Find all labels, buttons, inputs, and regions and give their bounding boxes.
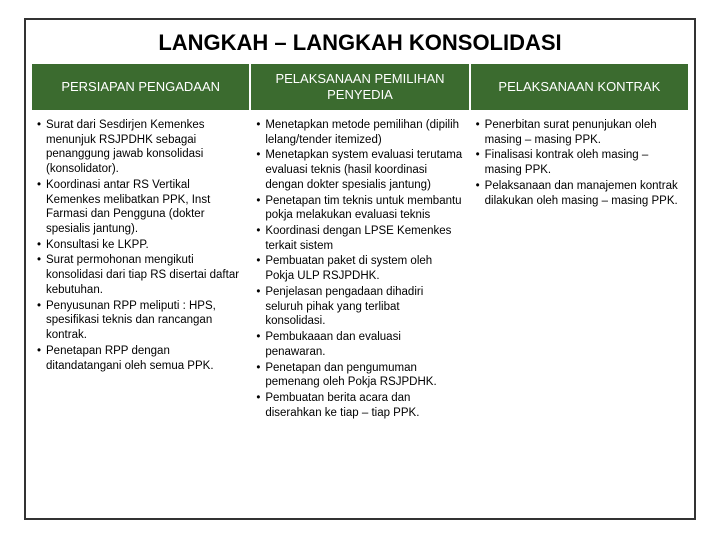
bullet-icon: • (255, 254, 265, 283)
item-text: Menetapkan metode pemilihan (dipilih lel… (265, 118, 464, 147)
list-item: •Penyusunan RPP meliputi : HPS, spesifik… (36, 299, 245, 343)
bullet-icon: • (255, 194, 265, 223)
slide-title: LANGKAH – LANGKAH KONSOLIDASI (26, 20, 694, 64)
bullet-icon: • (36, 178, 46, 237)
header-persiapan: PERSIAPAN PENGADAAN (32, 64, 249, 110)
list-item: •Koordinasi antar RS Vertikal Kemenkes m… (36, 178, 245, 237)
item-text: Penjelasan pengadaan dihadiri seluruh pi… (265, 285, 464, 329)
bullet-icon: • (255, 361, 265, 390)
header-kontrak: PELAKSANAAN KONTRAK (471, 64, 688, 110)
list-item: •Penetapan dan pengumuman pemenang oleh … (255, 361, 464, 390)
item-text: Koordinasi dengan LPSE Kemenkes terkait … (265, 224, 464, 253)
content-pemilihan: •Menetapkan metode pemilihan (dipilih le… (251, 116, 468, 420)
list-item: •Pelaksanaan dan manajemen kontrak dilak… (475, 179, 684, 208)
item-text: Menetapkan system evaluasi terutama eval… (265, 148, 464, 192)
header-pemilihan: PELAKSANAAN PEMILIHAN PENYEDIA (251, 64, 468, 110)
list-item: •Finalisasi kontrak oleh masing – masing… (475, 148, 684, 177)
bullet-icon: • (255, 330, 265, 359)
bullet-icon: • (255, 118, 265, 147)
item-text: Konsultasi ke LKPP. (46, 238, 245, 253)
bullet-icon: • (475, 148, 485, 177)
columns-row: PERSIAPAN PENGADAAN •Surat dari Sesdirje… (26, 64, 694, 421)
content-persiapan: •Surat dari Sesdirjen Kemenkes menunjuk … (32, 116, 249, 373)
bullet-icon: • (255, 285, 265, 329)
item-text: Penetapan tim teknis untuk membantu pokj… (265, 194, 464, 223)
bullet-icon: • (255, 224, 265, 253)
list-item: •Pembuatan berita acara dan diserahkan k… (255, 391, 464, 420)
list-item: •Penetapan tim teknis untuk membantu pok… (255, 194, 464, 223)
item-text: Koordinasi antar RS Vertikal Kemenkes me… (46, 178, 245, 237)
list-item: •Pembuatan paket di system oleh Pokja UL… (255, 254, 464, 283)
item-text: Pembuatan berita acara dan diserahkan ke… (265, 391, 464, 420)
column-pemilihan: PELAKSANAAN PEMILIHAN PENYEDIA •Menetapk… (251, 64, 468, 421)
content-kontrak: •Penerbitan surat penunjukan oleh masing… (471, 116, 688, 208)
bullet-icon: • (36, 118, 46, 177)
bullet-icon: • (255, 148, 265, 192)
slide-frame: LANGKAH – LANGKAH KONSOLIDASI PERSIAPAN … (24, 18, 696, 520)
bullet-icon: • (475, 118, 485, 147)
list-item: •Koordinasi dengan LPSE Kemenkes terkait… (255, 224, 464, 253)
list-item: •Penerbitan surat penunjukan oleh masing… (475, 118, 684, 147)
item-text: Finalisasi kontrak oleh masing – masing … (485, 148, 684, 177)
list-item: •Menetapkan system evaluasi terutama eva… (255, 148, 464, 192)
bullet-icon: • (36, 253, 46, 297)
item-text: Surat dari Sesdirjen Kemenkes menunjuk R… (46, 118, 245, 177)
item-text: Pelaksanaan dan manajemen kontrak dilaku… (485, 179, 684, 208)
list-item: •Menetapkan metode pemilihan (dipilih le… (255, 118, 464, 147)
bullet-icon: • (36, 238, 46, 253)
bullet-icon: • (255, 391, 265, 420)
item-text: Surat permohonan mengikuti konsolidasi d… (46, 253, 245, 297)
list-item: •Konsultasi ke LKPP. (36, 238, 245, 253)
bullet-icon: • (475, 179, 485, 208)
bullet-icon: • (36, 344, 46, 373)
list-item: •Surat dari Sesdirjen Kemenkes menunjuk … (36, 118, 245, 177)
item-text: Pembuatan paket di system oleh Pokja ULP… (265, 254, 464, 283)
item-text: Penerbitan surat penunjukan oleh masing … (485, 118, 684, 147)
item-text: Penetapan dan pengumuman pemenang oleh P… (265, 361, 464, 390)
list-item: •Surat permohonan mengikuti konsolidasi … (36, 253, 245, 297)
item-text: Pembukaaan dan evaluasi penawaran. (265, 330, 464, 359)
item-text: Penyusunan RPP meliputi : HPS, spesifika… (46, 299, 245, 343)
list-item: •Penjelasan pengadaan dihadiri seluruh p… (255, 285, 464, 329)
list-item: •Pembukaaan dan evaluasi penawaran. (255, 330, 464, 359)
bullet-icon: • (36, 299, 46, 343)
column-kontrak: PELAKSANAAN KONTRAK •Penerbitan surat pe… (471, 64, 688, 421)
list-item: •Penetapan RPP dengan ditandatangani ole… (36, 344, 245, 373)
item-text: Penetapan RPP dengan ditandatangani oleh… (46, 344, 245, 373)
column-persiapan: PERSIAPAN PENGADAAN •Surat dari Sesdirje… (32, 64, 249, 421)
